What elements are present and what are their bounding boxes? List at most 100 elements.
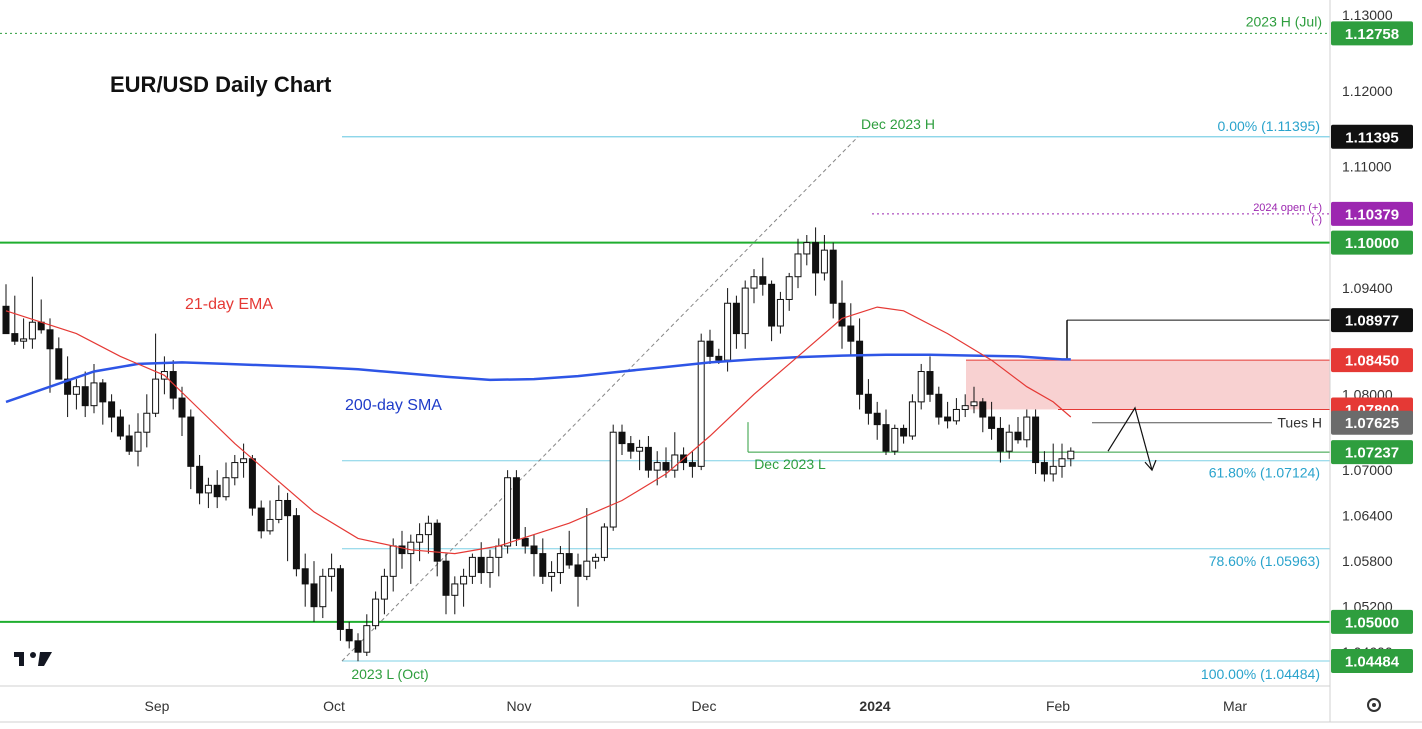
candle-body-up bbox=[486, 556, 494, 574]
candle-body-up bbox=[495, 545, 503, 558]
candle-body-down bbox=[873, 412, 881, 426]
candle bbox=[688, 451, 696, 478]
candle-body-up bbox=[961, 405, 969, 410]
candle bbox=[134, 413, 142, 467]
candle-body-down bbox=[988, 416, 996, 429]
candle bbox=[644, 436, 652, 478]
candle bbox=[662, 447, 670, 478]
candle-body-up bbox=[556, 553, 564, 574]
candle bbox=[539, 538, 547, 584]
candle-body-down bbox=[336, 568, 344, 630]
candle bbox=[1005, 424, 1013, 459]
candle-body-up bbox=[468, 556, 476, 577]
candle-body-up bbox=[1005, 431, 1013, 452]
candle bbox=[354, 633, 362, 662]
candle bbox=[486, 549, 494, 588]
candle bbox=[2, 284, 10, 335]
candle bbox=[917, 363, 925, 410]
candle-body-down bbox=[116, 416, 124, 437]
candle-body-down bbox=[996, 427, 1004, 452]
candle-body-down bbox=[812, 242, 820, 274]
candle bbox=[204, 477, 212, 509]
price-badge: 1.08977 bbox=[1331, 308, 1413, 333]
candle bbox=[169, 360, 177, 410]
price-badge: 1.12758 bbox=[1331, 21, 1413, 46]
candle bbox=[442, 553, 450, 615]
candle-body-down bbox=[178, 397, 186, 418]
price-tick-label: 1.09400 bbox=[1342, 280, 1393, 296]
tradingview-logo[interactable] bbox=[14, 652, 52, 666]
candle bbox=[900, 424, 908, 444]
candle bbox=[856, 318, 864, 410]
candle bbox=[319, 568, 327, 619]
tradingview-logo-mark-left bbox=[14, 652, 24, 666]
fib-trendline bbox=[341, 136, 859, 662]
candle-body-up bbox=[204, 484, 212, 494]
candle-body-up bbox=[952, 408, 960, 422]
candle bbox=[838, 280, 846, 349]
time-tick-label: Oct bbox=[323, 698, 345, 714]
candle-body-up bbox=[380, 575, 388, 600]
candle bbox=[416, 523, 424, 562]
candle-body-up bbox=[20, 338, 28, 342]
price-badge-bg bbox=[1331, 21, 1413, 46]
candle-body-up bbox=[222, 477, 230, 498]
candle-body-down bbox=[926, 371, 934, 395]
candle-body-up bbox=[697, 340, 705, 467]
candle bbox=[64, 356, 72, 418]
candle bbox=[970, 386, 978, 414]
candle bbox=[512, 470, 520, 547]
candles-layer bbox=[2, 227, 1075, 662]
sma-label: 200-day SMA bbox=[345, 397, 442, 414]
price-tick-label: 1.13000 bbox=[1342, 7, 1393, 23]
candle bbox=[996, 417, 1004, 463]
candle-body-down bbox=[108, 401, 116, 418]
price-badge-label: 1.08977 bbox=[1345, 313, 1399, 330]
candle-body-down bbox=[732, 302, 740, 335]
candle bbox=[1058, 443, 1066, 478]
candle-body-down bbox=[530, 545, 538, 555]
candle-body-down bbox=[292, 515, 300, 570]
settings-gear-icon[interactable] bbox=[1367, 698, 1381, 712]
price-tick-label: 1.07000 bbox=[1342, 462, 1393, 478]
price-badge-label: 1.12758 bbox=[1345, 26, 1399, 43]
price-badge-label: 1.11395 bbox=[1345, 129, 1398, 146]
candle-body-down bbox=[310, 583, 318, 608]
candle-body-down bbox=[768, 283, 776, 327]
tradingview-logo-mark-dot bbox=[30, 652, 36, 658]
moving-averages-layer bbox=[5, 306, 1072, 555]
candle-body-up bbox=[416, 534, 424, 543]
candle-body-down bbox=[838, 302, 846, 327]
candle bbox=[504, 470, 512, 554]
candle-body-down bbox=[11, 333, 19, 342]
candle-body-up bbox=[609, 431, 617, 528]
candle bbox=[609, 424, 617, 531]
candle bbox=[952, 398, 960, 425]
level-label-tues-high: Tues H bbox=[1277, 415, 1322, 431]
candle bbox=[55, 337, 63, 380]
candle-body-down bbox=[644, 446, 652, 471]
candle bbox=[372, 591, 380, 630]
candle bbox=[11, 295, 19, 345]
candle-body-down bbox=[1040, 462, 1048, 475]
candle bbox=[81, 371, 89, 418]
candle-body-down bbox=[856, 340, 864, 395]
candle-body-down bbox=[213, 484, 221, 498]
candle bbox=[548, 561, 556, 592]
level-label-2023-low: 2023 L (Oct) bbox=[351, 666, 428, 682]
candle-body-up bbox=[407, 541, 415, 555]
candle-body-down bbox=[512, 477, 520, 539]
candle-body-up bbox=[592, 556, 600, 562]
candle-body-up bbox=[1058, 458, 1066, 467]
candle-body-up bbox=[152, 378, 160, 414]
candle bbox=[275, 485, 283, 524]
candle bbox=[1032, 409, 1040, 474]
candle bbox=[116, 409, 124, 440]
resistance-zone bbox=[966, 360, 1330, 410]
time-axis[interactable]: Sep Oct Nov Dec 2024 Feb Mar bbox=[145, 698, 1248, 714]
candle-body-up bbox=[266, 518, 274, 532]
candle-body-up bbox=[1067, 450, 1075, 460]
candle-body-up bbox=[724, 302, 732, 361]
candle bbox=[1049, 443, 1057, 482]
level-label-dec-low: Dec 2023 L bbox=[754, 456, 826, 472]
